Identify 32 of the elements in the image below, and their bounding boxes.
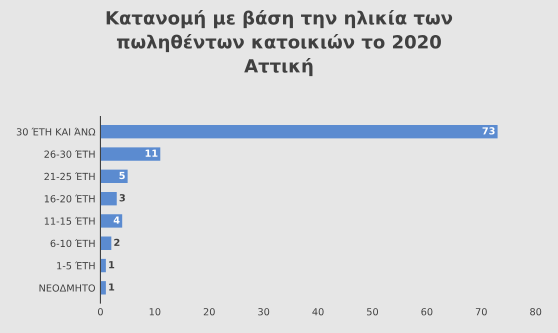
data-label: 73 bbox=[482, 127, 495, 135]
y-tick-label: 11-15 ΈΤΗ bbox=[44, 216, 95, 225]
y-tick-label: 16-20 ΈΤΗ bbox=[44, 194, 95, 202]
bar bbox=[100, 236, 112, 250]
bar bbox=[100, 147, 160, 161]
y-tick-label: 30 ΈΤΗ ΚΑΙ ΆΝΩ bbox=[16, 128, 96, 136]
chart-title: Κατανομή με βάση την ηλικία των πωληθέντων κατοικιών το 2020 Αττική bbox=[106, 10, 452, 76]
data-label: 3 bbox=[120, 194, 125, 202]
data-label: 1 bbox=[109, 283, 114, 291]
y-tick-label: 1-5 ΈΤΗ bbox=[57, 261, 95, 270]
data-label: 4 bbox=[114, 216, 120, 224]
data-label: 2 bbox=[114, 238, 120, 246]
data-label: 1 bbox=[109, 261, 114, 268]
bar bbox=[100, 170, 128, 184]
y-tick-label: 6-10 ΈΤΗ bbox=[50, 239, 95, 248]
bar bbox=[100, 125, 498, 138]
x-tick-label: 20 bbox=[204, 308, 215, 316]
x-tick-label: 60 bbox=[421, 308, 432, 316]
x-tick-label: 0 bbox=[98, 308, 103, 316]
y-tick-label: 21-25 ΈΤΗ bbox=[44, 172, 95, 180]
y-tick-label: ΝΕΟΔΜΗΤΟ bbox=[40, 284, 96, 292]
x-tick-label: 70 bbox=[476, 308, 487, 316]
x-tick-label: 40 bbox=[312, 308, 324, 316]
bar bbox=[100, 192, 117, 206]
x-tick-label: 50 bbox=[367, 308, 378, 316]
data-label: 5 bbox=[119, 172, 125, 180]
data-label: 11 bbox=[146, 150, 158, 157]
x-tick-label: 10 bbox=[150, 308, 160, 316]
bar bbox=[100, 281, 106, 295]
y-tick-label: 26-30 ΈΤΗ bbox=[44, 150, 95, 158]
x-tick-label: 80 bbox=[530, 308, 542, 316]
x-tick-label: 30 bbox=[258, 308, 270, 316]
